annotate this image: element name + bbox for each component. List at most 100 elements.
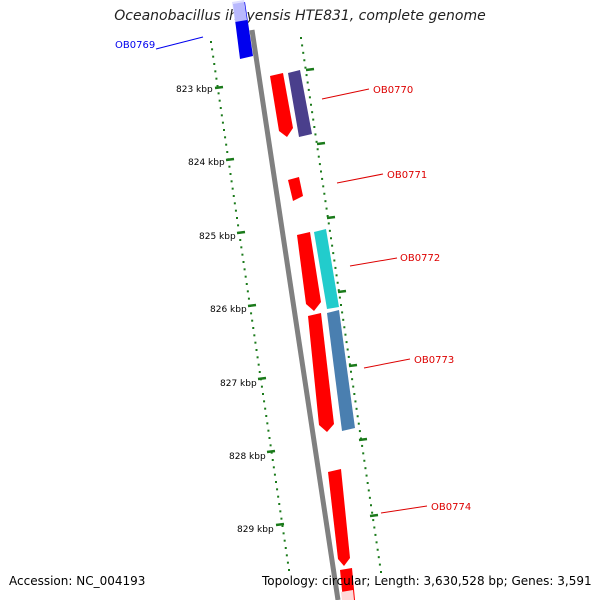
ruler-dot-left [276, 488, 279, 491]
ruler-dot-right [363, 459, 366, 462]
gene-label-ob0772[interactable]: OB0772 [400, 253, 440, 264]
ruler-dot-right [348, 363, 351, 366]
gene-label-ob0770[interactable]: OB0770 [373, 85, 413, 96]
ruler-dot-right [326, 215, 329, 217]
gene-label-ob0773[interactable]: OB0773 [414, 355, 454, 366]
ruler-dot-right [330, 237, 332, 240]
ruler-dot-left [288, 569, 290, 571]
gene-feature-ob0772-cyan[interactable] [314, 229, 339, 309]
ruler-tick-labels: 823 kbp 824 kbp 825 kbp 826 kbp 827 kbp … [176, 85, 274, 535]
ruler-dot-left [262, 393, 264, 395]
ruler-dot-right [372, 519, 375, 522]
gene-feature-ob0773-red[interactable] [308, 313, 334, 432]
ruler-dot-right [378, 563, 381, 566]
ruler-dot-left [213, 63, 216, 65]
ruler-dot-right [345, 341, 348, 344]
ruler-dot-left [280, 517, 283, 520]
gene-feature-ob0772-red[interactable] [297, 232, 321, 311]
ruler-dot-left [217, 92, 220, 95]
ruler-dot-right [375, 541, 378, 544]
ruler-dot-right [328, 229, 331, 232]
ruler-major-tick [236, 230, 246, 235]
gene-labels: OB0769 OB0770 OB0771 OB0772 OB0773 OB077… [115, 40, 471, 513]
gene-feature-ob0771[interactable] [288, 177, 303, 201]
ruler-tick-label: 829 kbp [237, 525, 274, 535]
ruler-tick-label: 826 kbp [210, 305, 247, 315]
ruler-dot-right [325, 207, 328, 210]
ruler-dot-left [247, 297, 250, 300]
ruler-dot-left [279, 510, 282, 513]
gene-feature-ob0769-fade [232, 0, 247, 22]
ruler-dot-left [268, 437, 271, 439]
ruler-dot-left [269, 444, 272, 447]
ruler-dot-left [277, 495, 280, 498]
ruler-dot-right [306, 81, 309, 84]
ruler-dot-left [250, 312, 253, 315]
ruler-dot-right [321, 177, 324, 180]
ruler-dot-left [256, 356, 259, 359]
ruler-dot-right [311, 111, 314, 114]
ruler-dot-left [271, 459, 274, 461]
ruler-dot-right [334, 266, 337, 269]
ruler-dot-left [273, 473, 276, 476]
ruler-dot-left [224, 136, 227, 139]
ruler-dot-right [307, 88, 310, 91]
ruler-dot-right [343, 326, 346, 329]
leader-line-ob0774 [380, 505, 428, 514]
ruler-dot-left [229, 173, 232, 175]
ruler-dot-left [215, 77, 218, 80]
ruler-dot-right [373, 526, 376, 529]
ruler-dot-right [308, 96, 311, 99]
ruler-dot-left [243, 268, 246, 271]
gene-label-ob0771[interactable]: OB0771 [387, 170, 427, 181]
gene-feature-ob0770-red[interactable] [270, 73, 293, 137]
gene-label-ob0774[interactable]: OB0774 [431, 502, 471, 513]
ruler-dot-right [317, 155, 320, 158]
ruler-dot-right [347, 355, 350, 358]
ruler-dot-left [219, 107, 222, 109]
ruler-dot-right [367, 489, 370, 492]
ruler-dot-left [225, 143, 228, 146]
ruler-dot-left [264, 407, 267, 410]
ruler-major-tick [225, 157, 235, 162]
gene-feature-partial-fade [341, 590, 354, 600]
ruler-major-tick [266, 449, 276, 454]
gene-feature-ob0774[interactable] [328, 469, 350, 566]
ruler-dot-left [211, 48, 214, 51]
ruler-dot-left [278, 503, 281, 505]
ruler-dot-right [301, 44, 304, 47]
ruler-dot-left [257, 363, 260, 366]
ruler-dot-left [266, 422, 269, 425]
ruler-dot-right [318, 163, 321, 166]
ruler-dot-left [265, 415, 268, 417]
ruler-dot-right [341, 311, 344, 314]
ruler-dot-left [252, 327, 255, 329]
ruler-dot-left [254, 341, 257, 344]
gene-label-ob0769[interactable]: OB0769 [115, 40, 155, 51]
accession-text: Accession: NC_004193 [9, 574, 146, 588]
ruler-dot-left [234, 209, 237, 212]
ruler-dot-right [368, 496, 371, 499]
ruler-major-tick [348, 363, 358, 368]
ruler-dot-left [220, 114, 223, 117]
ruler-dot-right [310, 103, 312, 106]
ruler-dot-right [323, 192, 326, 195]
leader-line-ob0773 [363, 358, 411, 369]
ruler-major-tick [275, 522, 285, 527]
gene-feature-ob0773-steelblue[interactable] [327, 310, 355, 431]
ruler-dot-right [366, 482, 369, 484]
ruler-dot-right [312, 118, 315, 121]
ruler-dot-right [305, 74, 308, 77]
ruler-dot-left [244, 275, 247, 278]
ruler-dot-right [358, 430, 361, 433]
ruler-major-tick [305, 67, 315, 72]
gene-feature-ob0770-purple[interactable] [288, 70, 312, 137]
ruler-dot-right [332, 252, 335, 255]
leader-line-ob0771 [336, 173, 384, 184]
ruler-dot-right [314, 133, 317, 136]
ruler-dot-right [316, 148, 319, 151]
ruler-tick-label: 824 kbp [188, 158, 225, 168]
ruler-dot-left [251, 319, 254, 322]
ruler-tick-label: 823 kbp [176, 85, 213, 95]
ruler-dot-right [315, 140, 318, 143]
